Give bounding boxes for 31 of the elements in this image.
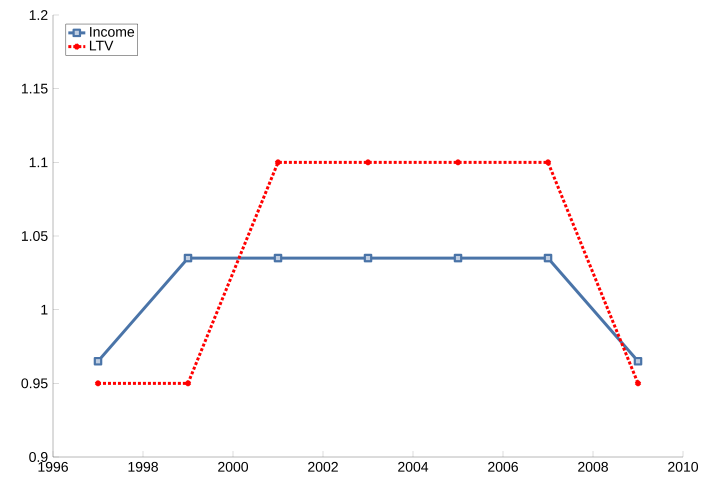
y-tick-label: 1.1 [30, 158, 48, 168]
x-tick-label: 2004 [398, 462, 428, 472]
y-tick-label: 1.05 [22, 231, 48, 241]
x-tick-label: 2006 [488, 462, 518, 472]
y-tick-label: 0.95 [21, 378, 48, 388]
point [454, 254, 462, 262]
point [94, 356, 102, 366]
point [544, 254, 552, 262]
point [274, 254, 282, 262]
point [184, 254, 192, 262]
y-tick-label: 1.2 [30, 10, 48, 20]
x-tick-label: 2008 [578, 462, 608, 472]
y-tick-label: 0.9 [29, 452, 48, 462]
x-tick-label: 2000 [218, 462, 248, 472]
y-tick-label: 1 [41, 304, 48, 314]
point [274, 158, 282, 166]
point [364, 254, 372, 262]
x-tick-label: 2002 [308, 462, 338, 472]
x-tick-label: 1996 [38, 462, 68, 472]
point [544, 158, 552, 166]
x-tick-label: 1998 [128, 462, 158, 472]
point [634, 380, 642, 388]
point [364, 158, 372, 166]
y-tick-label: 1.15 [22, 84, 48, 94]
x-tick-label: 2010 [668, 462, 698, 472]
point [94, 380, 102, 388]
point [454, 158, 462, 166]
point [184, 380, 192, 388]
legend-label: LTV [90, 40, 114, 50]
legend-label: Income [90, 27, 134, 37]
point [634, 356, 642, 366]
